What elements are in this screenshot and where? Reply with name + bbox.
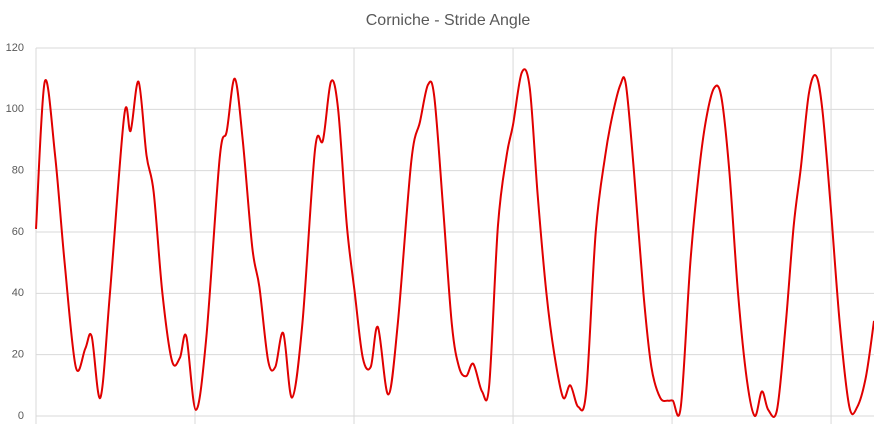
y-tick-label: 80: [12, 165, 24, 177]
y-tick-label: 0: [18, 410, 24, 422]
y-tick-label: 40: [12, 287, 24, 299]
y-tick-label: 60: [12, 226, 24, 238]
data-line: [35, 68, 874, 418]
y-tick-label: 20: [12, 349, 24, 361]
y-tick-label: 100: [6, 103, 24, 115]
y-tick-label: 120: [6, 42, 24, 54]
chart-title: Corniche - Stride Angle: [366, 12, 531, 29]
